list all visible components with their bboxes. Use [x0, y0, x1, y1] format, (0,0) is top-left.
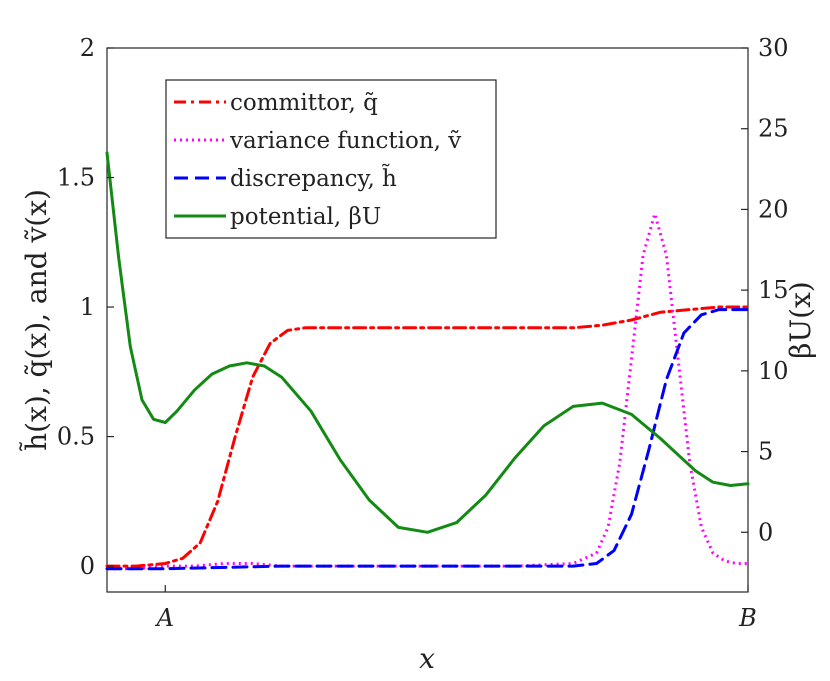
x-axis-label: x	[419, 642, 435, 675]
series-line-2	[105, 308, 750, 571]
series-layer	[105, 151, 750, 571]
x-tick-label-0: A	[155, 604, 174, 632]
series-line-1	[107, 212, 748, 571]
y-right-tick-label-3: 15	[758, 276, 789, 304]
legend-label-1: variance function, ṽ	[229, 128, 461, 154]
legend-box	[165, 79, 497, 239]
legend-label-2: discrepancy, h̃	[230, 165, 397, 192]
y-left-tick-label-1: 0.5	[57, 423, 95, 451]
y-axis-label-left: h̃(x), q̃(x), and ṽ(x)	[19, 189, 53, 451]
legend: committor, q̃ variance function, ṽ discrep…	[165, 79, 497, 239]
legend-label-0: committor, q̃	[230, 90, 378, 116]
y-right-tick-label-6: 30	[758, 34, 789, 62]
y-right-tick-label-0: 0	[758, 518, 773, 546]
y-left-tick-label-3: 1.5	[57, 164, 95, 192]
y-right-tick-label-4: 20	[758, 195, 789, 223]
y-axis-label-right: βU(x)	[784, 281, 817, 358]
y-left-tick-label-4: 2	[80, 34, 95, 62]
legend-label-3: potential, βU	[230, 204, 381, 230]
y-right-tick-label-5: 25	[758, 115, 789, 143]
series-line-3	[105, 151, 750, 534]
x-tick-label-1: B	[738, 604, 757, 632]
series-line-0	[105, 305, 750, 568]
y-left-tick-label-0: 0	[80, 552, 95, 580]
y-right-tick-label-2: 10	[758, 357, 789, 385]
legend-items: committor, q̃ variance function, ṽ discrep…	[174, 90, 461, 230]
y-left-tick-label-2: 1	[80, 293, 95, 321]
y-right-tick-label-1: 5	[758, 438, 773, 466]
